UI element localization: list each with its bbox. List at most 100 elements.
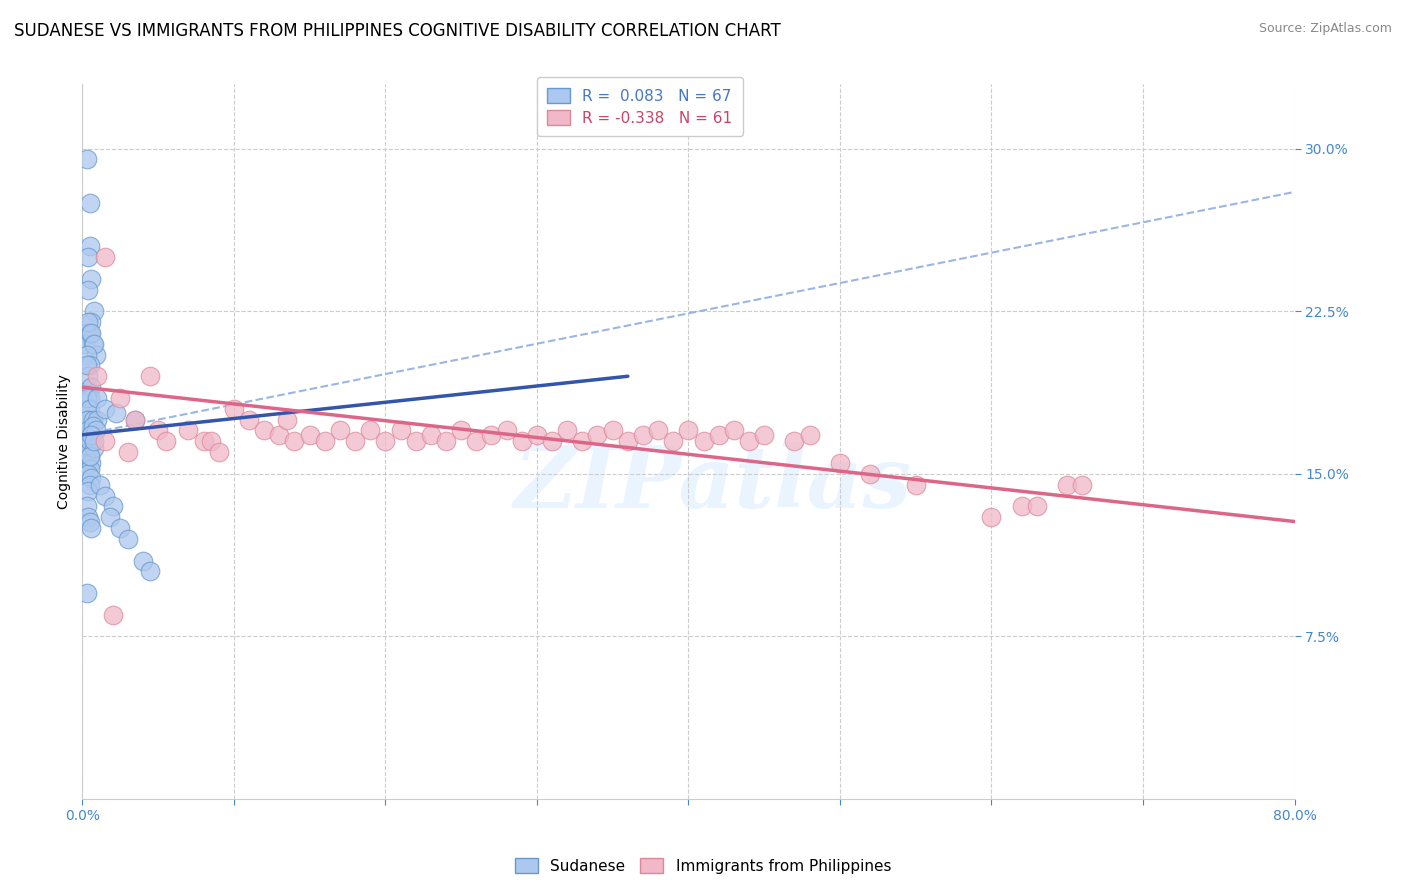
Point — [253, 424, 276, 438]
Point — [80, 271, 103, 285]
Point — [783, 434, 806, 449]
Point — [76, 456, 98, 470]
Point — [86, 391, 108, 405]
Point — [419, 427, 441, 442]
Point — [859, 467, 882, 481]
Point — [77, 283, 100, 297]
Point — [510, 434, 533, 449]
Point — [94, 489, 117, 503]
Point — [80, 380, 103, 394]
Point — [283, 434, 305, 449]
Point — [94, 434, 117, 449]
Point — [193, 434, 215, 449]
Point — [80, 315, 103, 329]
Point — [139, 369, 162, 384]
Point — [828, 456, 851, 470]
Point — [77, 412, 100, 426]
Point — [465, 434, 488, 449]
Point — [104, 406, 127, 420]
Point — [238, 412, 260, 426]
Text: ZIPatlas: ZIPatlas — [513, 442, 911, 526]
Point — [83, 304, 105, 318]
Point — [80, 521, 103, 535]
Point — [124, 412, 146, 426]
Point — [723, 424, 745, 438]
Point — [80, 434, 103, 449]
Point — [86, 412, 108, 426]
Point — [76, 359, 98, 373]
Point — [692, 434, 714, 449]
Point — [314, 434, 336, 449]
Point — [79, 477, 101, 491]
Point — [276, 412, 298, 426]
Point — [76, 391, 98, 405]
Point — [79, 195, 101, 210]
Point — [98, 510, 121, 524]
Point — [155, 434, 177, 449]
Point — [1056, 477, 1078, 491]
Text: Source: ZipAtlas.com: Source: ZipAtlas.com — [1258, 22, 1392, 36]
Point — [146, 424, 169, 438]
Point — [495, 424, 517, 438]
Point — [83, 336, 105, 351]
Point — [359, 424, 381, 438]
Point — [678, 424, 700, 438]
Point — [84, 348, 107, 362]
Point — [586, 427, 609, 442]
Point — [77, 401, 100, 416]
Point — [76, 586, 98, 600]
Point — [707, 427, 730, 442]
Point — [80, 456, 103, 470]
Point — [82, 419, 104, 434]
Point — [208, 445, 231, 459]
Point — [108, 391, 131, 405]
Point — [269, 427, 291, 442]
Point — [79, 239, 101, 253]
Point — [77, 467, 100, 481]
Point — [541, 434, 564, 449]
Text: SUDANESE VS IMMIGRANTS FROM PHILIPPINES COGNITIVE DISABILITY CORRELATION CHART: SUDANESE VS IMMIGRANTS FROM PHILIPPINES … — [14, 22, 780, 40]
Point — [83, 441, 105, 455]
Point — [82, 336, 104, 351]
Point — [75, 336, 97, 351]
Point — [76, 153, 98, 167]
Point — [329, 424, 352, 438]
Point — [79, 391, 101, 405]
Point — [980, 510, 1002, 524]
Legend: R =  0.083   N = 67, R = -0.338   N = 61: R = 0.083 N = 67, R = -0.338 N = 61 — [537, 77, 744, 136]
Point — [298, 427, 321, 442]
Point — [79, 359, 101, 373]
Point — [1071, 477, 1094, 491]
Point — [571, 434, 593, 449]
Point — [631, 427, 654, 442]
Point — [84, 424, 107, 438]
Point — [79, 450, 101, 464]
Point — [76, 412, 98, 426]
Point — [94, 401, 117, 416]
Point — [617, 434, 640, 449]
Point — [344, 434, 367, 449]
Point — [80, 427, 103, 442]
Point — [405, 434, 427, 449]
Point — [86, 369, 108, 384]
Point — [76, 500, 98, 514]
Point — [79, 515, 101, 529]
Point — [101, 607, 124, 622]
Point — [481, 427, 503, 442]
Point — [80, 427, 103, 442]
Point — [77, 484, 100, 499]
Point — [124, 412, 146, 426]
Point — [117, 445, 139, 459]
Point — [222, 401, 245, 416]
Point — [117, 532, 139, 546]
Point — [94, 250, 117, 264]
Point — [77, 445, 100, 459]
Point — [77, 250, 100, 264]
Point — [79, 450, 101, 464]
Point — [647, 424, 669, 438]
Point — [77, 315, 100, 329]
Point — [450, 424, 472, 438]
Point — [76, 326, 98, 340]
Point — [799, 427, 821, 442]
Point — [374, 434, 396, 449]
